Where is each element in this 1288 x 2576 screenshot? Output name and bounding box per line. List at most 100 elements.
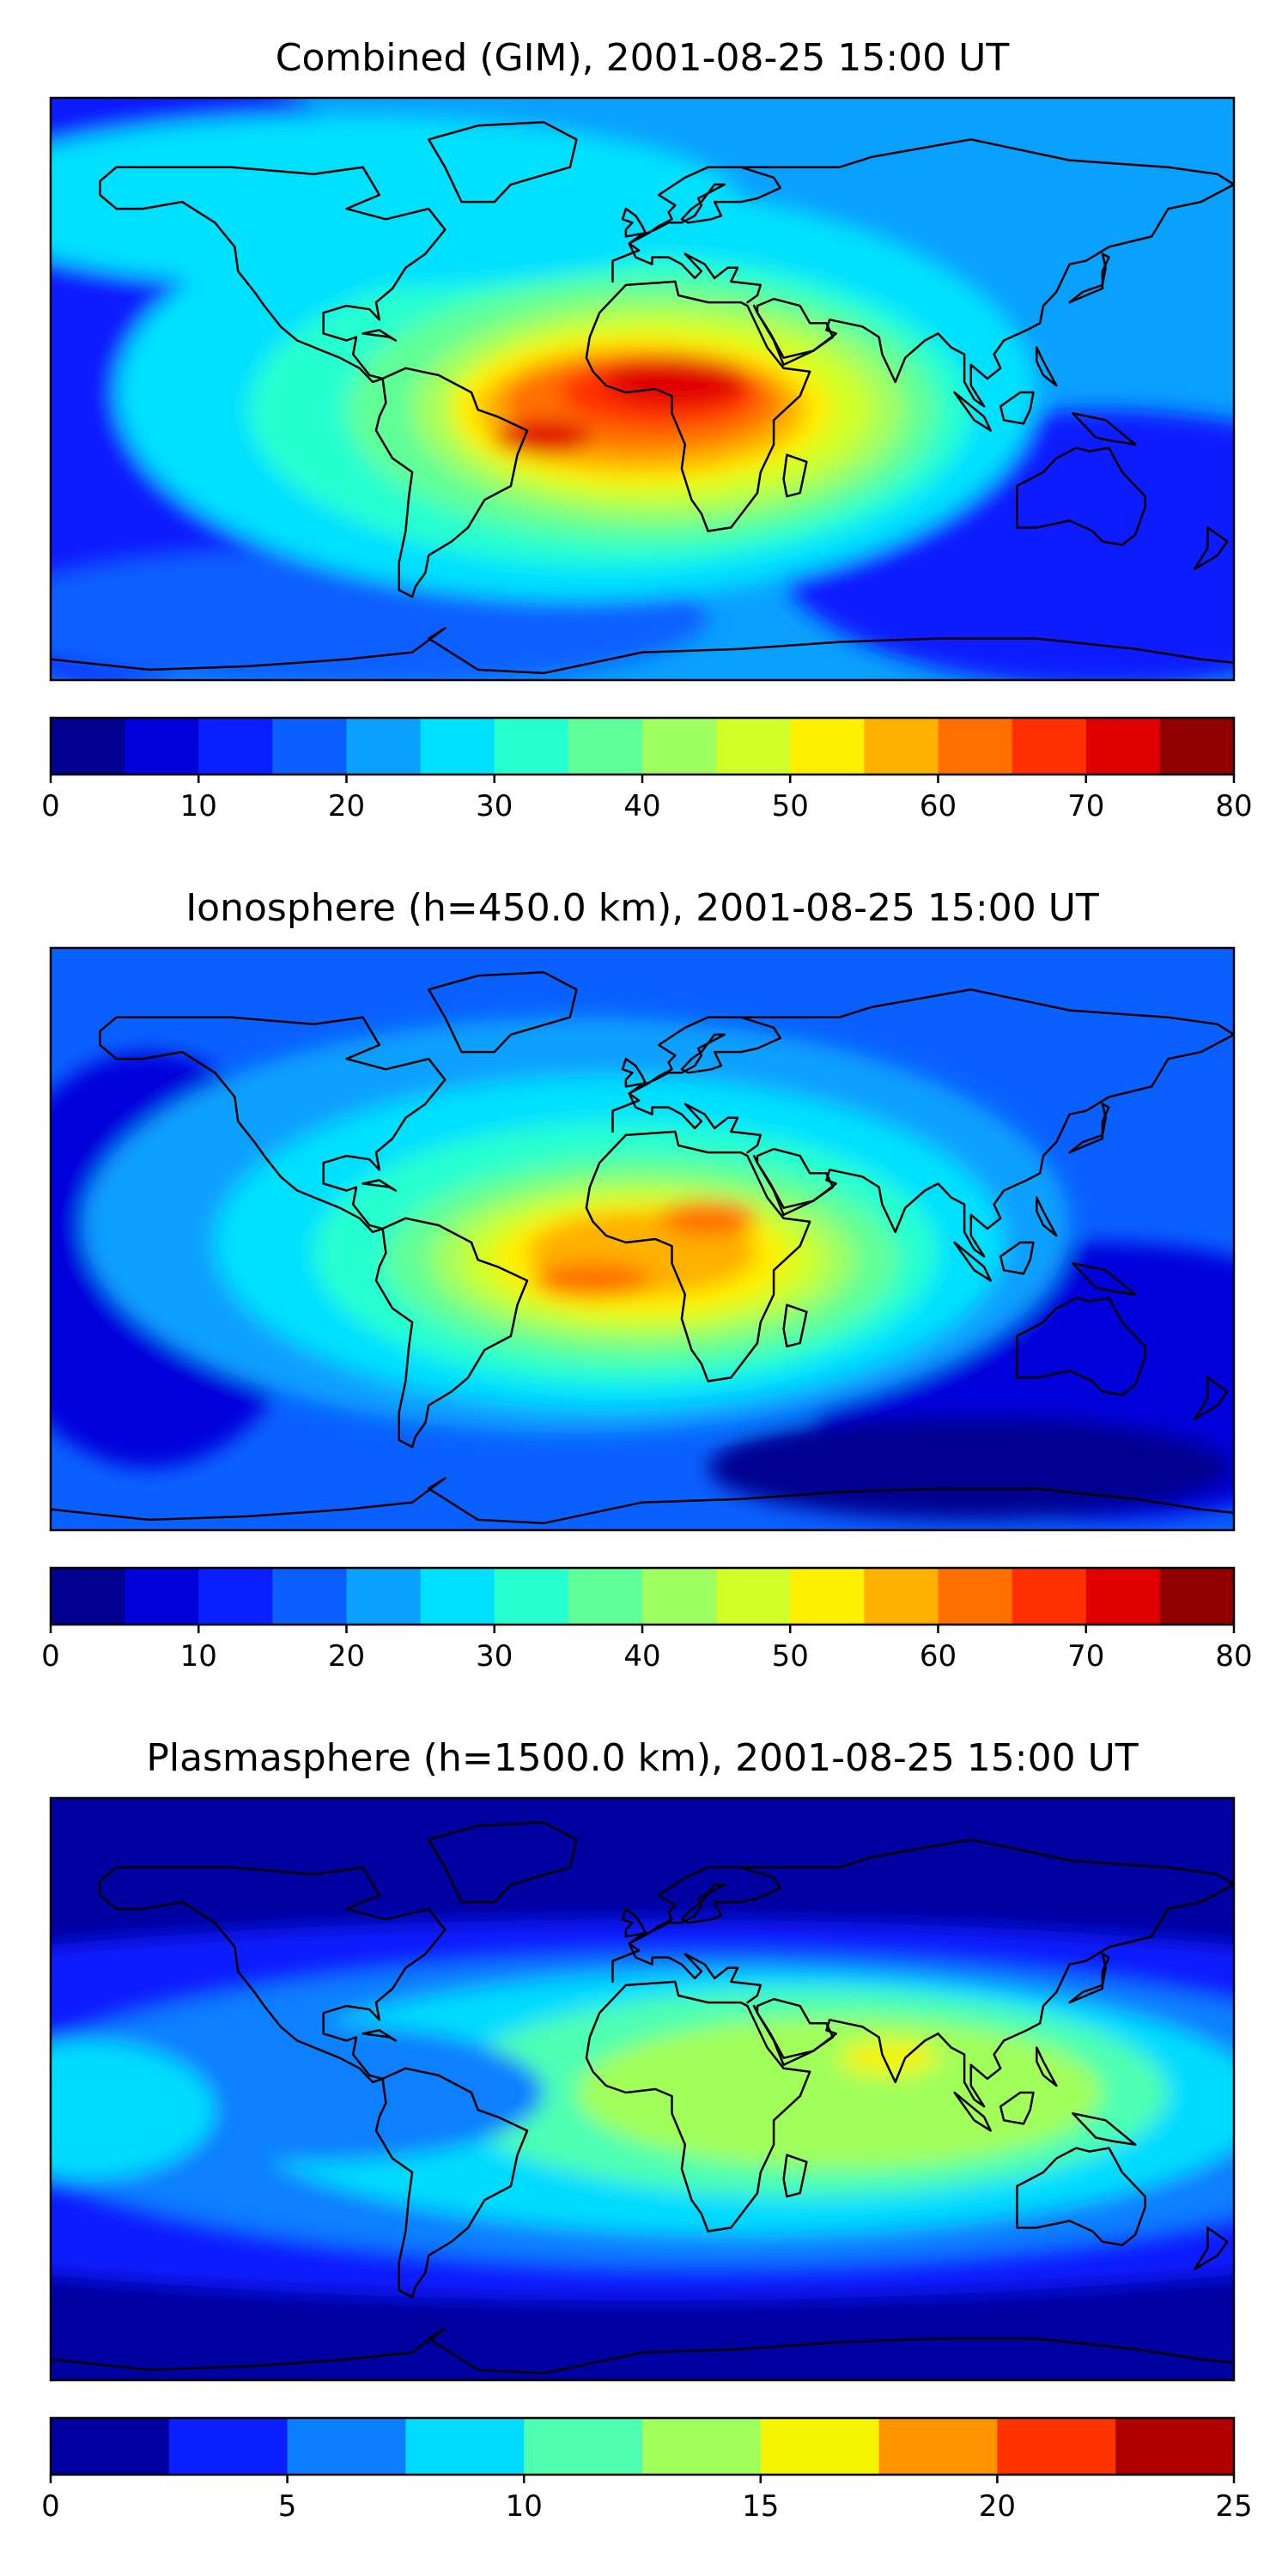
coastlines [51, 1821, 1234, 2375]
colorbar-tick-label: 0 [41, 789, 60, 823]
colorbar-tick-label: 40 [623, 789, 660, 823]
map-field [51, 948, 1234, 1530]
coastline-arabia [756, 1997, 835, 2059]
colorbar-segment [51, 718, 125, 775]
field-contour [51, 115, 741, 289]
colorbar-tick-label: 25 [1215, 2489, 1252, 2524]
coastline-newGuinea [1072, 1262, 1137, 1296]
colorbar-segment [420, 718, 495, 775]
colorbar-segment [864, 718, 939, 775]
coastline-europe [611, 1866, 782, 2004]
coastline-philippines [1036, 2046, 1058, 2087]
coastline-japan [1068, 252, 1110, 304]
colorbar-tick-label: 50 [772, 789, 809, 823]
colorbar-segment [198, 1568, 273, 1625]
colorbar-tick-label: 60 [920, 1639, 957, 1674]
coastline-europe [611, 166, 782, 304]
colorbar-tick-label: 0 [41, 2489, 60, 2524]
colorbar-segment [420, 1568, 495, 1625]
colorbar-segment [790, 718, 865, 775]
colorbar-segment [346, 718, 422, 775]
colorbar-segment [1012, 718, 1087, 775]
coastline-africa [585, 1980, 811, 2233]
colorbar-segment [198, 718, 273, 775]
panel-ionosphere: Ionosphere (h=450.0 km), 2001-08-25 15:0… [41, 886, 1253, 1674]
coastline-europe [611, 1016, 782, 1154]
colorbar-segment [272, 718, 348, 775]
coastline-asia [739, 1838, 1234, 2108]
colorbar-frame [49, 2416, 1236, 2476]
coastline-southAmerica [374, 1217, 529, 1449]
coastline-newZealand [1193, 1376, 1229, 1421]
colorbar-segment [272, 1568, 348, 1625]
colorbar-segment [168, 2418, 289, 2475]
map-field [51, 98, 1234, 680]
colorbar-tick-label: 10 [180, 789, 217, 823]
field-contour [576, 2016, 1103, 2169]
colorbar-segment [346, 1568, 422, 1625]
colorbar-tick-label: 30 [476, 1639, 513, 1674]
field-contour [603, 357, 748, 407]
coastline-britain [621, 207, 647, 238]
coastline-madagascar [782, 2154, 808, 2198]
panel-title: Combined (GIM), 2001-08-25 15:00 UT [276, 36, 1010, 80]
colorbar-tick-label: 70 [1067, 789, 1104, 823]
colorbar-tick-label: 5 [278, 2489, 297, 2524]
colorbar: 0 10 20 30 40 50 60 70 80 [41, 1566, 1253, 1674]
colorbar-segment [51, 1568, 125, 1625]
colorbar-segment [524, 2418, 643, 2475]
coastline-antarctica [51, 627, 1234, 675]
coastline-japan [1068, 1953, 1110, 2004]
coastline-antarctica [51, 1477, 1234, 1525]
colorbar-segment [878, 2418, 998, 2475]
colorbar-segment [642, 1568, 717, 1625]
map-frame [49, 1796, 1236, 2382]
colorbar-segment [938, 1568, 1013, 1625]
coastline-australia [1016, 2147, 1146, 2246]
field-contour [659, 1200, 757, 1236]
coastline-britain [621, 1907, 647, 1938]
coastline-australia [1016, 1297, 1146, 1396]
colorbar-segment [1159, 718, 1235, 775]
coastline-northAmerica [99, 1016, 447, 1234]
colorbar-segment [1085, 1568, 1161, 1625]
colorbar-tick-label: 0 [41, 1639, 60, 1674]
colorbar-segment [568, 1568, 643, 1625]
coastline-borneo [999, 391, 1035, 425]
colorbar-segment [287, 2418, 406, 2475]
coastlines [51, 971, 1234, 1525]
panel-title: Plasmasphere (h=1500.0 km), 2001-08-25 1… [146, 1736, 1138, 1780]
colorbar-tick-label: 20 [328, 789, 365, 823]
coastline-antarctica [51, 2327, 1234, 2375]
coastline-arabia [756, 1147, 835, 1209]
field-contour [494, 420, 593, 455]
colorbar-segment [790, 1568, 865, 1625]
colorbar-segment [568, 718, 643, 775]
colorbar-segment [51, 2418, 170, 2475]
colorbar-tick-label: 60 [920, 789, 957, 823]
coastline-australia [1016, 447, 1146, 546]
colorbar-tick-label: 80 [1215, 1639, 1252, 1674]
map-frame [49, 96, 1236, 682]
coastline-asia [739, 138, 1234, 408]
coastline-sumatra [953, 391, 992, 432]
colorbar-segment [125, 718, 199, 775]
coastline-greenland [427, 1821, 578, 1904]
colorbar-segment [1085, 718, 1161, 775]
coastline-greenland [427, 971, 578, 1054]
colorbar-tick-label: 10 [180, 1639, 217, 1674]
coastline-borneo [999, 2091, 1035, 2125]
colorbar-segment [864, 1568, 939, 1625]
colorbar-tick-label: 70 [1067, 1639, 1104, 1674]
coastline-cuba [361, 329, 398, 342]
field-contour [51, 2040, 216, 2179]
coastline-asia [739, 988, 1234, 1258]
coastline-philippines [1036, 1196, 1058, 1237]
colorbar-segment [1115, 2418, 1235, 2475]
coastline-arabia [756, 297, 835, 359]
coastline-sumatra [953, 1241, 992, 1282]
field-contour [839, 2040, 939, 2075]
colorbar-segment [716, 718, 791, 775]
colorbar-tick-label: 15 [742, 2489, 779, 2524]
